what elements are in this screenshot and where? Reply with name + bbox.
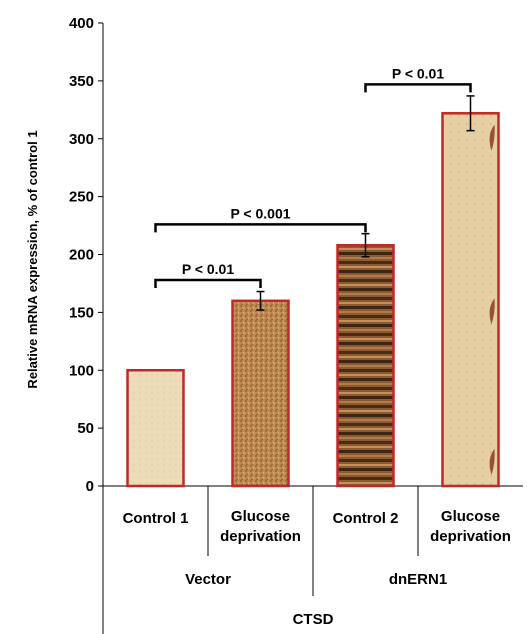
y-tick-label: 400: [69, 15, 94, 32]
y-tick-label: 50: [77, 420, 94, 437]
bars: [126, 112, 500, 488]
significance-bracket: [154, 278, 262, 288]
y-tick-label: 100: [69, 362, 94, 379]
bar: [126, 369, 185, 488]
x-category-label: deprivation: [220, 528, 301, 545]
x-group-label: dnERN1: [389, 571, 447, 588]
y-tick-label: 0: [86, 478, 94, 495]
y-tick-label: 250: [69, 189, 94, 206]
bar: [441, 112, 500, 488]
y-tick-label: 300: [69, 131, 94, 148]
significance-bracket: [154, 223, 367, 233]
x-category-label: Control 1: [123, 510, 189, 527]
bar-texture-mark: [489, 448, 495, 475]
x-category-label: Control 2: [333, 510, 399, 527]
error-bars: [256, 95, 475, 311]
y-tick-label: 350: [69, 73, 94, 90]
y-tick-label: 150: [69, 304, 94, 321]
y-axis-ticks: 0 50 100 150 200 250 300 350 400: [69, 15, 103, 495]
x-group-label: Vector: [185, 571, 231, 588]
significance-label: P < 0.001: [230, 205, 290, 221]
significance-bracket: [364, 83, 472, 93]
significance-label: P < 0.01: [182, 261, 235, 277]
significance-brackets: P < 0.01 P < 0.001 P < 0.01: [154, 65, 472, 288]
bar: [336, 243, 395, 488]
y-axis-title: Relative mRNA expression, % of control 1: [25, 130, 40, 388]
significance-label: P < 0.01: [392, 65, 445, 81]
bar-texture-mark: [489, 124, 495, 151]
bar: [231, 299, 290, 488]
x-category-label: deprivation: [430, 528, 511, 545]
x-axis-categories: Control 1 Glucose deprivation Control 2 Gluc…: [123, 486, 511, 628]
x-category-label: Glucose: [441, 508, 500, 525]
y-tick-label: 200: [69, 247, 94, 264]
x-outer-label: CTSD: [293, 611, 334, 628]
bar-texture-mark: [489, 298, 495, 325]
x-category-label: Glucose: [231, 508, 290, 525]
